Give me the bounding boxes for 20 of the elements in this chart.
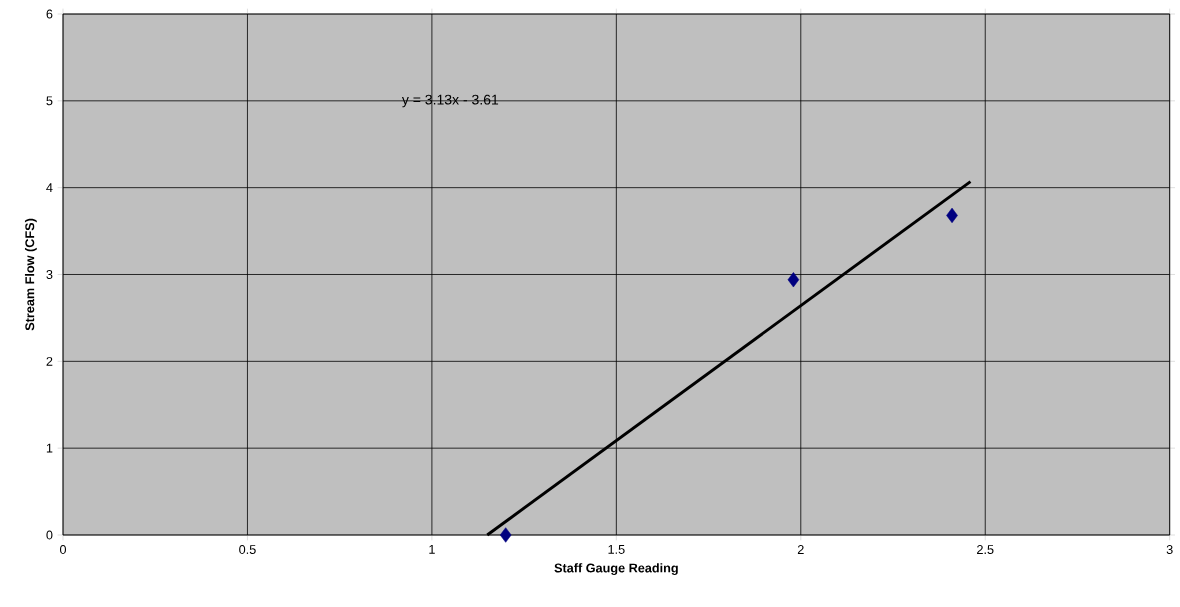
x-axis-title: Staff Gauge Reading xyxy=(554,563,678,576)
y-tick-label: 3 xyxy=(46,270,53,279)
y-tick-label: 2 xyxy=(46,356,53,366)
point xyxy=(946,207,958,224)
x-tick-label: 2 xyxy=(797,545,804,554)
y-tick-label: 1 xyxy=(46,443,53,453)
y-tick-label: 6 xyxy=(46,9,53,19)
y-tick-label: 5 xyxy=(46,96,53,106)
x-tick-label: 0 xyxy=(59,545,67,555)
point xyxy=(499,527,512,543)
y-axis-title: Stream Flow (CFS) xyxy=(24,218,37,331)
y-tick-label: 0 xyxy=(46,530,53,540)
y-tick-label: 4 xyxy=(46,183,53,193)
annotation: y = 3.13x - 3.61 xyxy=(401,94,499,108)
x-tick-label: 1 xyxy=(429,545,435,554)
point xyxy=(787,272,800,288)
x-tick-label: 0.5 xyxy=(239,545,256,555)
x-tick-label: 2.5 xyxy=(977,545,994,555)
x-tick-label: 1.5 xyxy=(608,545,625,554)
x-tick-label: 3 xyxy=(1166,545,1173,555)
